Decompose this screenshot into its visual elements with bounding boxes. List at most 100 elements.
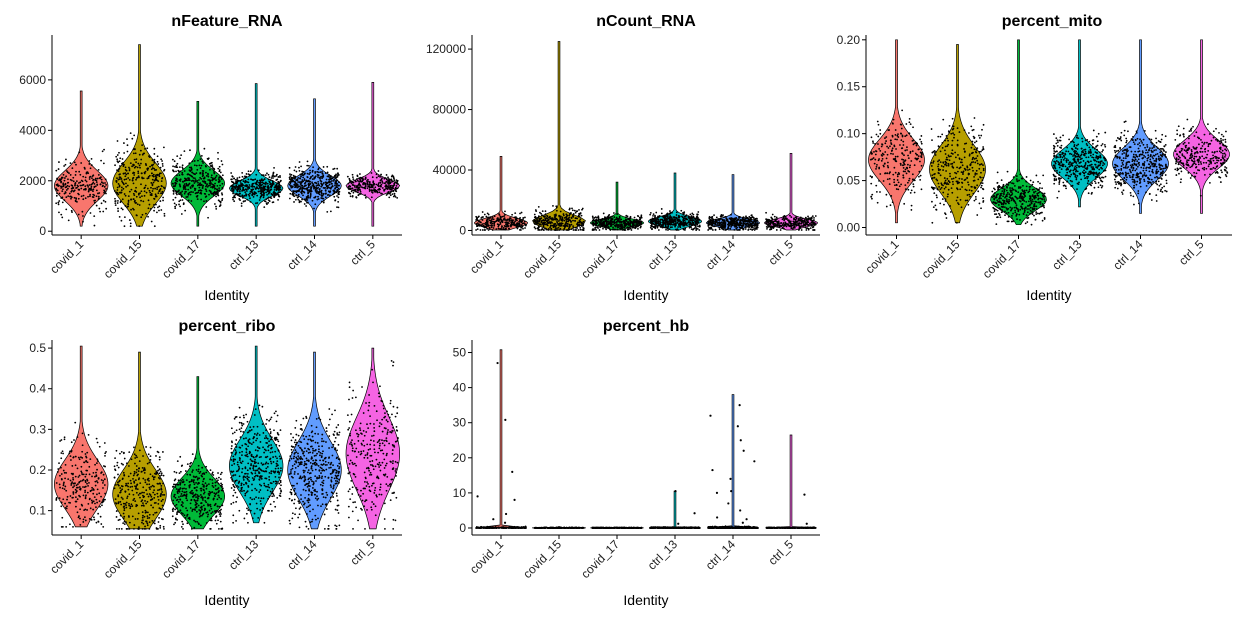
point — [945, 146, 947, 148]
point — [214, 183, 216, 185]
point — [951, 152, 953, 154]
point — [617, 219, 619, 221]
point — [248, 184, 250, 186]
point — [974, 174, 976, 176]
point — [297, 185, 299, 187]
point — [921, 143, 923, 145]
point — [380, 182, 382, 184]
point — [81, 211, 83, 213]
point — [210, 177, 212, 179]
point — [148, 207, 150, 209]
point — [570, 220, 572, 222]
point — [217, 168, 219, 170]
point — [695, 225, 697, 227]
point — [504, 219, 506, 221]
point — [563, 225, 565, 227]
point — [325, 189, 327, 191]
point — [133, 174, 135, 176]
point — [914, 164, 916, 166]
point — [694, 220, 696, 222]
point — [244, 200, 246, 202]
point — [201, 155, 203, 157]
point — [773, 223, 775, 225]
point — [620, 228, 622, 230]
point — [179, 157, 181, 159]
point — [877, 143, 879, 145]
point — [612, 223, 614, 225]
point — [560, 211, 562, 213]
point — [339, 191, 341, 193]
point — [142, 214, 144, 216]
violin-ctrl_14 — [288, 99, 342, 226]
point — [663, 221, 665, 223]
point — [216, 188, 218, 190]
point — [218, 189, 220, 191]
point — [667, 222, 669, 224]
point — [944, 188, 946, 190]
point — [897, 176, 899, 178]
point — [628, 229, 630, 231]
point — [153, 161, 155, 163]
point — [199, 182, 201, 184]
point — [378, 189, 380, 191]
point — [158, 210, 160, 212]
point — [766, 228, 768, 230]
point — [948, 155, 950, 157]
point — [359, 179, 361, 181]
point — [871, 194, 873, 196]
point — [487, 212, 489, 214]
point — [387, 181, 389, 183]
x-tick-label: ctrl_14 — [703, 237, 739, 273]
point — [358, 186, 360, 188]
point — [265, 192, 267, 194]
point — [873, 157, 875, 159]
point — [272, 177, 274, 179]
point — [564, 217, 566, 219]
point — [304, 188, 306, 190]
point — [742, 222, 744, 224]
point — [902, 164, 904, 166]
point — [153, 182, 155, 184]
point — [910, 209, 912, 211]
point — [477, 216, 479, 218]
point — [931, 165, 933, 167]
point — [71, 190, 73, 192]
point — [100, 160, 102, 162]
point — [334, 168, 336, 170]
point — [665, 221, 667, 223]
point — [274, 189, 276, 191]
point — [982, 146, 984, 148]
point — [933, 206, 935, 208]
point — [903, 177, 905, 179]
point — [153, 148, 155, 150]
point — [141, 172, 143, 174]
point — [948, 132, 950, 134]
point — [874, 163, 876, 165]
point — [237, 194, 239, 196]
point — [306, 176, 308, 178]
point — [146, 192, 148, 194]
point — [592, 222, 594, 224]
point — [156, 188, 158, 190]
point — [320, 194, 322, 196]
point — [130, 209, 132, 211]
point — [380, 179, 382, 181]
point — [949, 175, 951, 177]
point — [207, 217, 209, 219]
point — [661, 224, 663, 226]
point — [665, 229, 667, 231]
point — [373, 188, 375, 190]
point — [975, 198, 977, 200]
point — [246, 190, 248, 192]
point — [870, 175, 872, 177]
point — [250, 170, 252, 172]
point — [289, 193, 291, 195]
point — [133, 172, 135, 174]
point — [966, 177, 968, 179]
point — [982, 197, 984, 199]
point — [172, 170, 174, 172]
point — [786, 226, 788, 228]
point — [122, 165, 124, 167]
point — [885, 136, 887, 138]
point — [976, 140, 978, 142]
